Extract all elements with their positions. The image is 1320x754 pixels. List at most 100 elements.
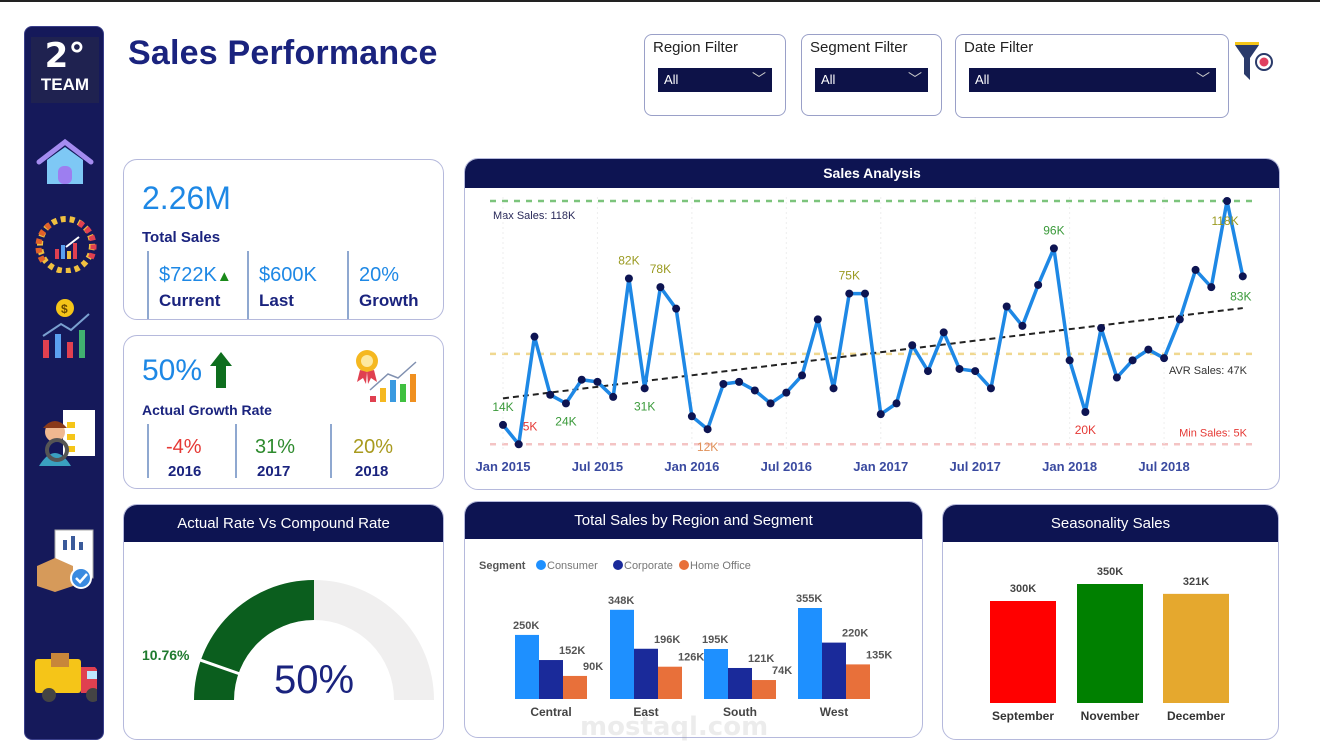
speedometer-icon xyxy=(35,216,97,273)
chevron-down-icon: ﹀ xyxy=(1196,71,1210,87)
seasonality-bar-chart: 300K September 350K November 321K December xyxy=(990,566,1229,723)
x-tick-label: Jul 2017 xyxy=(950,459,1001,474)
data-point xyxy=(1034,280,1043,289)
category-label: November xyxy=(1081,709,1140,723)
data-label: 14K xyxy=(492,400,513,414)
segment-filter-value: All xyxy=(821,72,836,87)
sidebar-item-analysis[interactable] xyxy=(33,407,97,471)
bar-label: 195K xyxy=(702,634,728,646)
data-label: 20K xyxy=(1075,423,1096,437)
bar-corporate xyxy=(634,648,658,699)
sidebar-item-shipping[interactable] xyxy=(33,645,97,709)
sidebar-item-reports[interactable] xyxy=(33,527,97,592)
bar-label: 321K xyxy=(1183,576,1209,588)
data-point xyxy=(1238,272,1247,281)
growth-label: Growth xyxy=(359,291,419,310)
top-border xyxy=(0,0,1320,2)
svg-text:$: $ xyxy=(61,302,68,316)
divider xyxy=(147,424,149,478)
divider xyxy=(235,424,237,478)
total-sales-card: 2.26M Total Sales $722K▲ Current $600K L… xyxy=(123,159,444,320)
date-filter-dropdown[interactable]: All ﹀ xyxy=(969,68,1216,92)
data-point xyxy=(939,328,948,337)
bar xyxy=(1077,584,1143,703)
legend-marker xyxy=(613,560,623,570)
gauge-fill xyxy=(194,580,314,700)
data-label: 83K xyxy=(1230,289,1251,303)
bar-label: 355K xyxy=(796,593,822,605)
divider xyxy=(147,251,149,319)
region-filter-dropdown[interactable]: All ﹀ xyxy=(658,68,772,92)
seasonality-title: Seasonality Sales xyxy=(943,505,1278,542)
divider xyxy=(347,251,349,319)
data-label: 82K xyxy=(618,254,639,268)
data-label: 118K xyxy=(1211,214,1238,228)
data-point xyxy=(640,384,649,393)
data-point xyxy=(845,289,854,298)
data-point xyxy=(892,399,901,408)
legend-marker xyxy=(536,560,546,570)
delivery-truck-icon xyxy=(35,653,97,702)
bar-home-office xyxy=(846,664,870,699)
data-point xyxy=(1160,354,1169,363)
bar-label: 126K xyxy=(678,652,704,664)
legend-label: Home Office xyxy=(690,560,751,572)
last-sales-label: Last xyxy=(259,291,294,310)
total-sales-value: 2.26M xyxy=(142,180,231,216)
sales-analysis-title: Sales Analysis xyxy=(465,159,1279,188)
data-point xyxy=(971,367,980,376)
data-point xyxy=(1207,283,1216,292)
gauge-target-marker xyxy=(198,658,241,676)
growth-rate-value: 50% xyxy=(142,354,203,387)
data-point xyxy=(499,420,507,429)
bar-consumer xyxy=(798,608,822,699)
analyst-checklist-icon xyxy=(39,410,95,466)
avg-sales-label: AVR Sales: 47K xyxy=(1169,365,1248,377)
up-arrow-icon xyxy=(210,352,232,388)
bar-home-office xyxy=(658,666,682,699)
data-point xyxy=(829,384,838,393)
x-tick-label: Jan 2018 xyxy=(1042,459,1097,474)
category-label: South xyxy=(723,705,757,719)
data-point xyxy=(735,377,744,386)
sidebar-item-home[interactable] xyxy=(33,131,97,195)
x-tick-label: Jul 2018 xyxy=(1138,459,1189,474)
category-label: Central xyxy=(530,705,571,719)
data-point xyxy=(766,399,775,408)
sales-analysis-card: Sales Analysis Max Sales: 118K AVR Sales:… xyxy=(464,158,1280,490)
data-point xyxy=(719,380,728,389)
data-point xyxy=(750,386,759,395)
funnel-clear-icon[interactable] xyxy=(1233,40,1277,82)
min-sales-label: Min Sales: 5K xyxy=(1179,427,1248,439)
sidebar-item-finance[interactable]: $ xyxy=(33,297,97,361)
growth-2016-label: 2016 xyxy=(168,463,202,480)
bar-label: 300K xyxy=(1010,583,1036,595)
data-point xyxy=(672,304,681,313)
data-label: 78K xyxy=(650,262,671,276)
data-point xyxy=(908,341,917,350)
data-label: 96K xyxy=(1043,223,1064,237)
data-point xyxy=(703,425,712,434)
data-point xyxy=(656,283,665,292)
data-point xyxy=(1065,356,1074,365)
data-point xyxy=(530,332,539,341)
data-point xyxy=(609,392,618,401)
date-filter-label: Date Filter xyxy=(964,39,1034,56)
bar-label: 220K xyxy=(842,628,868,640)
total-sales-label: Total Sales xyxy=(142,229,221,246)
bar-corporate xyxy=(539,660,563,699)
data-point xyxy=(1002,302,1011,311)
money-chart-icon: $ xyxy=(42,299,90,358)
x-tick-label: Jan 2017 xyxy=(853,459,908,474)
sales-line-chart: Max Sales: 118K AVR Sales: 47K Min Sales: … xyxy=(476,197,1255,474)
bar-label: 250K xyxy=(513,620,539,632)
watermark: mostaql.com xyxy=(580,712,769,742)
segment-filter-dropdown[interactable]: All ﹀ xyxy=(815,68,928,92)
data-point xyxy=(1175,315,1184,324)
data-label: 24K xyxy=(555,414,576,428)
data-point xyxy=(955,364,964,373)
current-sales-label: Current xyxy=(159,291,221,310)
segment-filter: Segment Filter All ﹀ xyxy=(801,34,942,116)
data-point xyxy=(876,410,885,419)
sidebar-item-dashboard[interactable] xyxy=(33,211,97,275)
